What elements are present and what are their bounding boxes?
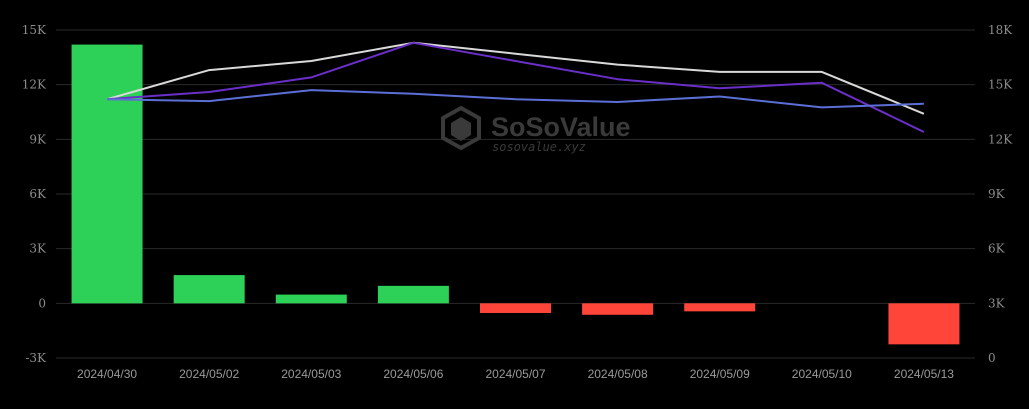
left-tick-label: -3K [25, 351, 47, 365]
watermark: SoSoValue sosovalue.xyz [441, 105, 631, 154]
left-tick-label: 0 [38, 296, 46, 310]
watermark-title: SoSoValue [491, 112, 631, 142]
right-tick-label: 9K [988, 187, 1006, 201]
x-tick-label: 2024/05/07 [485, 367, 545, 381]
x-tick-label: 2024/05/02 [179, 367, 239, 381]
series-lines [106, 41, 925, 133]
left-tick-label: 9K [29, 132, 47, 146]
watermark-subtitle: sosovalue.xyz [492, 140, 586, 154]
right-tick-label: 18K [988, 23, 1013, 37]
x-tick-label: 2024/05/13 [894, 367, 954, 381]
left-tick-label: 6K [29, 187, 47, 201]
x-axis-ticks: 2024/04/30 2024/05/02 2024/05/03 2024/05/06… [77, 367, 954, 381]
right-tick-label: 12K [988, 132, 1013, 146]
left-axis-ticks: -3K 0 3K 6K 9K 12K 15K [22, 23, 47, 365]
x-tick-label: 2024/05/03 [281, 367, 341, 381]
bar [377, 285, 449, 304]
right-tick-label: 3K [988, 296, 1006, 310]
bar [888, 303, 960, 345]
sosovalue-logo-icon [441, 105, 481, 151]
series-line [107, 41, 925, 133]
right-tick-label: 0 [988, 351, 996, 365]
x-tick-label: 2024/05/09 [690, 367, 750, 381]
bar [582, 303, 654, 315]
series-line [107, 89, 924, 109]
right-tick-label: 15K [988, 78, 1013, 92]
right-axis-ticks: 0 3K 6K 9K 12K 15K 18K [988, 23, 1013, 365]
x-tick-label: 2024/05/10 [792, 367, 852, 381]
x-tick-label: 2024/04/30 [77, 367, 137, 381]
bar [684, 303, 756, 312]
left-tick-label: 15K [22, 23, 47, 37]
bar [480, 303, 551, 313]
x-tick-label: 2024/05/06 [383, 367, 443, 381]
bar [173, 275, 245, 304]
x-tick-label: 2024/05/08 [588, 367, 648, 381]
right-tick-label: 6K [988, 242, 1006, 256]
bar [71, 44, 143, 304]
left-tick-label: 3K [29, 242, 47, 256]
bar [275, 294, 347, 304]
series-line [106, 41, 925, 115]
bars [71, 44, 960, 345]
left-tick-label: 12K [22, 78, 47, 92]
